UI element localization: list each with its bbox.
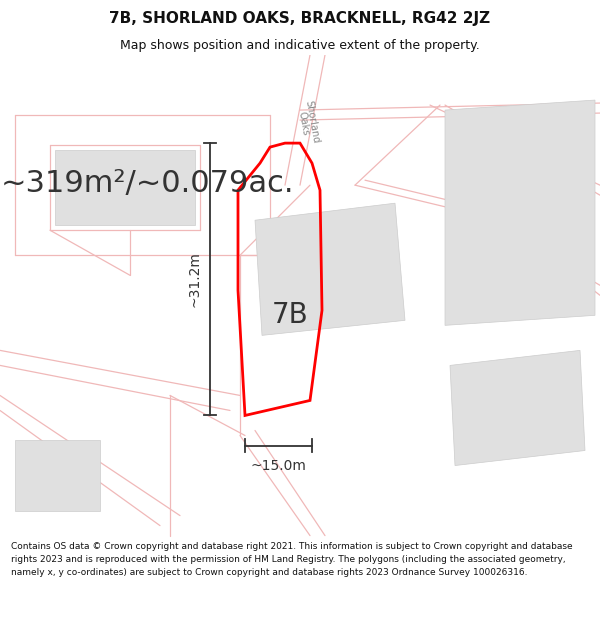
Polygon shape [15,441,100,511]
Polygon shape [55,150,195,225]
Polygon shape [255,203,405,336]
Text: 7B: 7B [272,301,308,329]
Text: Shorland
Oaks: Shorland Oaks [295,100,321,146]
Text: ~319m²/~0.079ac.: ~319m²/~0.079ac. [1,169,295,198]
Text: 7B, SHORLAND OAKS, BRACKNELL, RG42 2JZ: 7B, SHORLAND OAKS, BRACKNELL, RG42 2JZ [109,11,491,26]
Text: ~31.2m: ~31.2m [187,251,201,308]
Polygon shape [445,100,595,326]
Text: Map shows position and indicative extent of the property.: Map shows position and indicative extent… [120,39,480,51]
Polygon shape [450,351,585,466]
Text: ~15.0m: ~15.0m [251,459,307,472]
Text: Contains OS data © Crown copyright and database right 2021. This information is : Contains OS data © Crown copyright and d… [11,542,572,577]
